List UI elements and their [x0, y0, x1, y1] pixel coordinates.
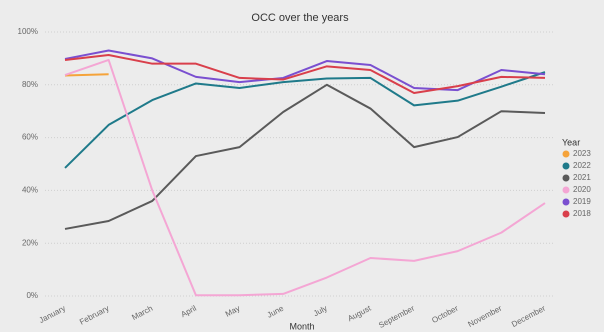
- y-tick-label: 20%: [22, 238, 38, 247]
- x-tick-label: March: [130, 304, 154, 322]
- x-tick-label: May: [224, 304, 242, 319]
- y-tick-label: 80%: [22, 80, 38, 89]
- series-line: [64, 58, 546, 297]
- legend-label: 2022: [573, 161, 591, 170]
- x-tick-label: December: [510, 304, 547, 329]
- x-tick-label: January: [38, 304, 67, 325]
- x-tick-label: November: [466, 304, 503, 329]
- x-tick-label: April: [179, 304, 198, 320]
- series-line: [64, 71, 546, 169]
- legend-label: 2018: [573, 209, 591, 218]
- legend-label: 2020: [573, 185, 591, 194]
- legend-swatch: [562, 186, 570, 194]
- y-tick-label: 60%: [22, 133, 38, 142]
- x-tick-label: February: [78, 304, 110, 327]
- chart-title: OCC over the years: [251, 12, 349, 24]
- x-tick-label: October: [430, 304, 460, 325]
- y-tick-label: 40%: [22, 186, 38, 195]
- series-line: [64, 53, 546, 94]
- legend-title: Year: [562, 137, 580, 147]
- x-tick-label: September: [377, 304, 416, 330]
- x-axis-title: Month: [289, 321, 314, 331]
- series-line: [64, 83, 546, 230]
- x-tick-label: July: [312, 304, 329, 319]
- x-tick-label: August: [346, 303, 373, 323]
- series-line: [64, 73, 109, 77]
- x-tick-label: June: [266, 303, 286, 319]
- series-line: [64, 49, 546, 92]
- legend-swatch: [562, 174, 570, 182]
- legend-label: 2019: [573, 197, 591, 206]
- legend-swatch: [562, 198, 570, 206]
- y-tick-label: 100%: [18, 27, 38, 36]
- legend-label: 2023: [573, 149, 591, 158]
- y-tick-label: 0%: [26, 291, 38, 300]
- legend-swatch: [562, 210, 570, 218]
- legend-swatch: [562, 150, 570, 158]
- legend-swatch: [562, 162, 570, 170]
- legend-label: 2021: [573, 173, 591, 182]
